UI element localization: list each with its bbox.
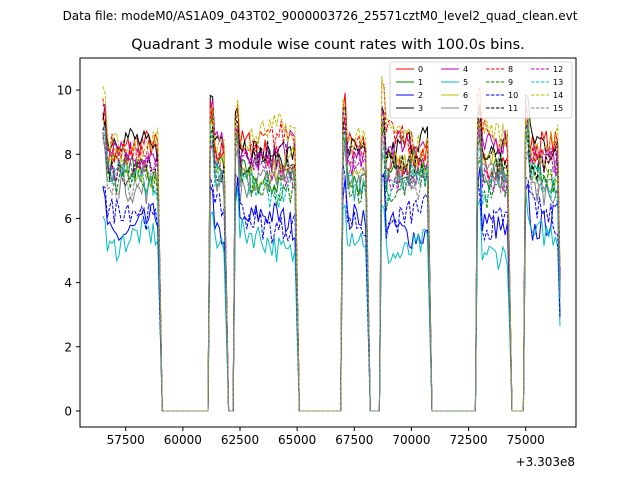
- legend-label-2: 2: [418, 91, 423, 100]
- legend-label-10: 10: [508, 91, 518, 100]
- legend-label-4: 4: [463, 65, 468, 74]
- legend-frame: [389, 61, 573, 119]
- x-tick-label: 75000: [507, 433, 545, 447]
- y-tick-label: 4: [64, 276, 72, 290]
- y-tick-label: 10: [57, 84, 72, 98]
- x-tick-label: 65000: [278, 433, 316, 447]
- legend-label-6: 6: [463, 91, 468, 100]
- x-tick-label: 72500: [449, 433, 487, 447]
- legend-label-3: 3: [418, 104, 423, 113]
- y-tick-label: 0: [64, 404, 72, 418]
- x-axis-offset-label: +3.303e8: [516, 455, 575, 469]
- chart-title: Quadrant 3 module wise count rates with …: [131, 37, 525, 53]
- legend-label-5: 5: [463, 78, 468, 87]
- legend-label-15: 15: [553, 104, 563, 113]
- legend-label-14: 14: [553, 91, 563, 100]
- chart-suptitle: Data file: modeM0/AS1A09_043T02_90000037…: [63, 9, 578, 23]
- legend-label-1: 1: [418, 78, 423, 87]
- legend-label-7: 7: [463, 104, 468, 113]
- y-tick-label: 6: [64, 212, 72, 226]
- plot-lines: [102, 76, 561, 412]
- series-line-15: [102, 132, 561, 412]
- x-tick-label: 67500: [335, 433, 373, 447]
- x-tick-label: 62500: [221, 433, 259, 447]
- legend-label-12: 12: [553, 65, 563, 74]
- y-tick-label: 2: [64, 340, 72, 354]
- legend-label-0: 0: [418, 65, 423, 74]
- legend-label-11: 11: [508, 104, 518, 113]
- legend-label-9: 9: [508, 78, 513, 87]
- x-axis: 57500 60000 62500 65000 67500 70000 72500 75000: [107, 427, 545, 447]
- axes-frame: [79, 57, 577, 428]
- x-tick-label: 57500: [107, 433, 145, 447]
- legend-label-8: 8: [508, 65, 513, 74]
- legend-label-13: 13: [553, 78, 563, 87]
- y-tick-label: 8: [64, 148, 72, 162]
- y-axis: 0 2 4 6 8 10: [57, 84, 80, 418]
- x-tick-label: 70000: [392, 433, 430, 447]
- x-tick-label: 60000: [164, 433, 202, 447]
